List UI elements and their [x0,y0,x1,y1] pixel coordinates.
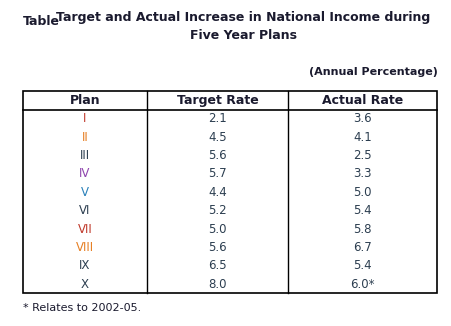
Text: V: V [81,186,89,199]
Text: IX: IX [79,259,91,272]
Text: 5.6: 5.6 [208,241,227,254]
Text: VII: VII [78,223,92,236]
Text: X: X [81,278,89,291]
Text: Table: Table [23,15,60,28]
Text: Plan: Plan [69,94,100,107]
Text: (Annual Percentage): (Annual Percentage) [308,67,437,77]
Text: 4.5: 4.5 [208,131,227,144]
Text: 2.5: 2.5 [354,149,372,162]
Text: 3.6: 3.6 [354,112,372,125]
Text: 5.0: 5.0 [354,186,372,199]
Text: 6.5: 6.5 [208,259,227,272]
Text: * Relates to 2002-05.: * Relates to 2002-05. [23,303,141,313]
Text: 8.0: 8.0 [208,278,227,291]
Text: 4.4: 4.4 [208,186,227,199]
Text: 6.7: 6.7 [354,241,372,254]
Text: 5.0: 5.0 [208,223,227,236]
Text: VIII: VIII [76,241,94,254]
Text: 5.4: 5.4 [354,259,372,272]
Text: 5.4: 5.4 [354,204,372,217]
Text: III: III [80,149,90,162]
Text: 5.8: 5.8 [354,223,372,236]
Text: IV: IV [79,168,91,181]
Text: Target and Actual Increase in National Income during
Five Year Plans: Target and Actual Increase in National I… [56,11,431,42]
Text: 2.1: 2.1 [208,112,227,125]
Text: 4.1: 4.1 [354,131,372,144]
Text: VI: VI [79,204,91,217]
Text: Target Rate: Target Rate [177,94,258,107]
Text: 5.2: 5.2 [208,204,227,217]
Text: I: I [83,112,87,125]
Text: 5.6: 5.6 [208,149,227,162]
Text: 3.3: 3.3 [354,168,372,181]
Text: 5.7: 5.7 [208,168,227,181]
Text: 6.0*: 6.0* [350,278,375,291]
Text: II: II [82,131,88,144]
Text: Actual Rate: Actual Rate [322,94,403,107]
